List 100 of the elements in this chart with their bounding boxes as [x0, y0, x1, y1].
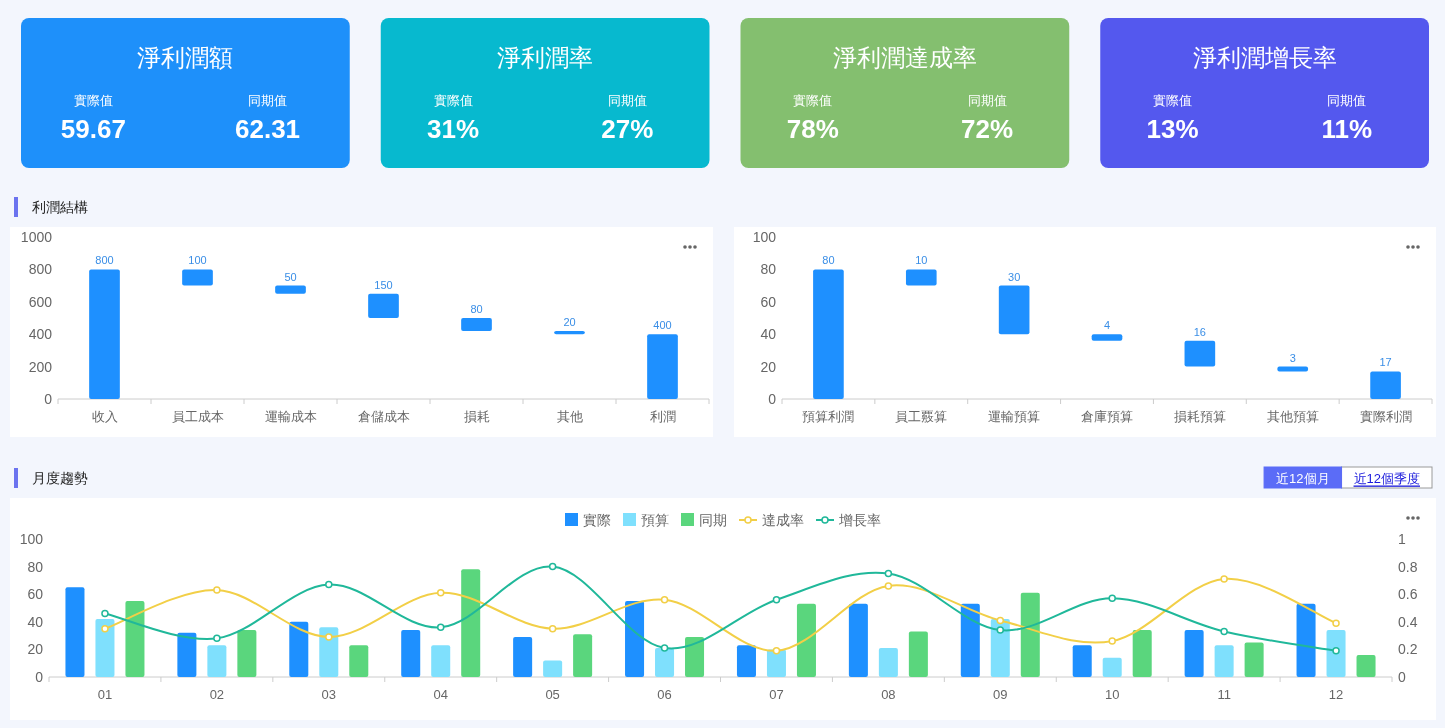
point — [772, 595, 781, 604]
text: 13% — [1146, 114, 1199, 144]
y-tick-label: 800 — [28, 261, 53, 278]
point — [1108, 594, 1116, 603]
bar — [960, 603, 980, 677]
x-tick-label: 04 — [433, 686, 448, 702]
y-tick-label: 20 — [760, 358, 777, 375]
bar — [573, 634, 593, 677]
y-tick-label: 600 — [28, 293, 53, 310]
bar — [1356, 654, 1376, 677]
bar — [1132, 630, 1152, 677]
y2-tick-label: 1 — [1398, 531, 1406, 547]
legend-label: 同期 — [699, 512, 727, 528]
x-tick-label: 利潤 — [649, 408, 676, 424]
point — [1332, 619, 1340, 627]
text: 78% — [786, 114, 839, 144]
bar — [431, 645, 451, 677]
bar — [275, 285, 306, 294]
x-tick-label: 損耗預算 — [1173, 408, 1226, 424]
point — [548, 624, 557, 633]
bar — [998, 285, 1030, 335]
legend-label: 增長率 — [838, 512, 881, 528]
bar — [1102, 657, 1122, 677]
bar — [89, 269, 120, 399]
x-tick-label: 07 — [769, 686, 784, 702]
text: 淨利潤增長率 — [1192, 43, 1337, 71]
bar — [1326, 630, 1346, 677]
x-tick-label: 08 — [881, 686, 896, 702]
data-label: 80 — [822, 254, 835, 267]
point — [884, 582, 893, 590]
bar — [125, 601, 145, 677]
category-label: 實際值 — [793, 92, 833, 108]
bar — [796, 603, 816, 677]
bar — [1296, 603, 1316, 677]
x-tick-label: 倉庫預算 — [1081, 408, 1133, 424]
point — [996, 626, 1005, 634]
data-label: 4 — [1103, 319, 1111, 332]
y-tick-label: 0 — [35, 669, 44, 685]
bar — [95, 619, 115, 677]
point — [996, 616, 1005, 625]
text: 近12個月 — [1276, 470, 1330, 486]
x-tick-label: 05 — [545, 686, 560, 702]
point — [1220, 627, 1228, 636]
data-label: 30 — [1008, 270, 1021, 283]
x-tick-label: 員工覈算 — [895, 408, 948, 424]
bar — [237, 630, 257, 677]
category-label: 同期值 — [248, 92, 288, 108]
bar — [647, 334, 678, 399]
point — [213, 586, 221, 594]
bar — [513, 636, 533, 677]
y-tick-label: 20 — [27, 641, 44, 658]
category-label: 同期值 — [607, 92, 647, 108]
y-tick-label: 80 — [27, 558, 44, 575]
bar — [1214, 645, 1234, 677]
y2-tick-label: 0.4 — [1398, 613, 1418, 630]
x-tick-label: 01 — [97, 686, 113, 702]
data-label: 50 — [284, 270, 297, 283]
x-tick-label: 運輸預算 — [988, 408, 1041, 424]
bar — [1244, 642, 1264, 677]
point — [884, 569, 893, 578]
legend-label: 實際 — [583, 512, 611, 528]
bar — [878, 648, 898, 677]
point — [1220, 575, 1228, 583]
bar — [65, 587, 85, 677]
y-tick-label: 100 — [752, 229, 777, 245]
bar — [625, 601, 645, 677]
y-tick-label: 200 — [28, 358, 53, 375]
point — [101, 609, 109, 618]
bar — [1091, 334, 1123, 341]
point — [436, 589, 445, 597]
point — [660, 644, 669, 652]
data-label: 150 — [374, 278, 393, 291]
x-tick-label: 06 — [657, 686, 672, 702]
bar — [461, 318, 492, 331]
x-tick-label: 其他預算 — [1266, 408, 1319, 424]
bar — [289, 621, 309, 677]
y-tick-label: 60 — [27, 586, 44, 603]
bar — [905, 269, 937, 286]
y-tick-label: 1000 — [20, 229, 53, 245]
x-tick-label: 收入 — [91, 408, 118, 424]
x-tick-label: 倉儲成本 — [357, 408, 410, 424]
bar — [543, 660, 563, 677]
y-tick-label: 100 — [19, 531, 44, 547]
bar — [461, 569, 481, 677]
chart-title: 月度趨勢 — [32, 470, 88, 486]
bar — [177, 632, 197, 677]
x-tick-label: 11 — [1217, 686, 1231, 702]
category-label: 實際值 — [73, 92, 113, 108]
data-label: 10 — [915, 254, 928, 267]
y-tick-label: 400 — [28, 326, 53, 343]
bar — [1072, 645, 1092, 677]
point — [660, 595, 669, 604]
text: 近12個季度 — [1353, 470, 1420, 486]
bar — [736, 645, 756, 677]
point — [1332, 647, 1340, 655]
x-tick-label: 02 — [209, 686, 225, 702]
data-label: 800 — [95, 254, 114, 267]
bar — [554, 330, 585, 335]
bar — [401, 630, 421, 677]
bar — [207, 645, 227, 677]
